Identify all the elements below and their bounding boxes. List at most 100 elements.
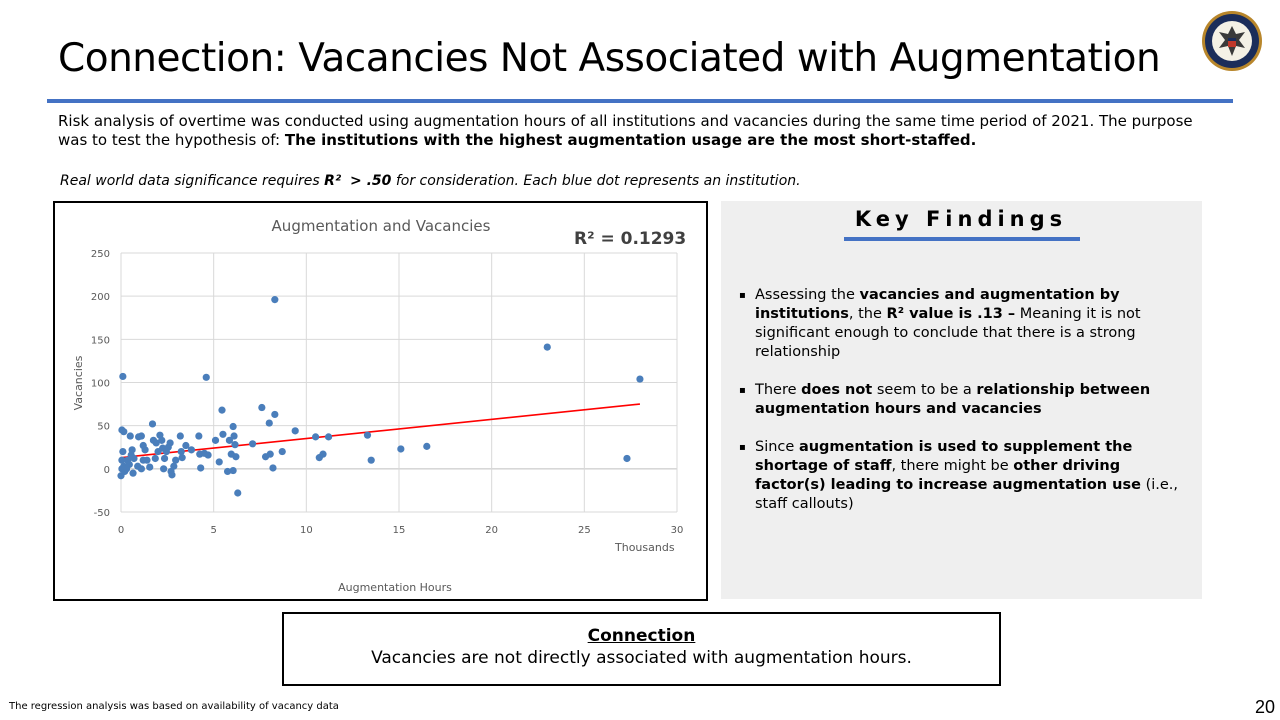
finding-text-segment: Assessing the (755, 287, 860, 303)
intro-text: Risk analysis of overtime was conducted … (58, 112, 1193, 149)
data-point (119, 372, 127, 381)
x-tick-label: 5 (210, 525, 216, 536)
data-point (278, 447, 286, 456)
note-prefix: Real world data significance requires (60, 173, 325, 189)
data-point (265, 419, 273, 427)
data-point (176, 432, 184, 440)
data-point (269, 464, 277, 472)
data-point (177, 447, 185, 456)
data-point (178, 454, 186, 462)
data-point (423, 442, 431, 450)
finding-text-segment: , there might be (891, 458, 1014, 474)
data-point (367, 456, 375, 464)
r2-annotation: R² = 0.1293 (574, 229, 686, 249)
key-finding-item: ▪ Assessing the vacancies and augmentatio… (739, 286, 1184, 362)
data-point (324, 433, 333, 441)
data-point (137, 432, 145, 440)
data-point (126, 432, 134, 440)
y-tick-label: 250 (91, 249, 110, 260)
x-axis-title: Augmentation Hours (338, 581, 452, 594)
data-point (160, 465, 168, 473)
data-point (225, 436, 234, 444)
key-findings-panel: Key Findings ▪ Assessing the vacancies an… (721, 201, 1202, 599)
data-point (158, 436, 166, 444)
data-point (187, 446, 196, 454)
data-point (137, 465, 145, 473)
connection-text: Vacancies are not directly associated wi… (371, 648, 912, 668)
key-findings-list: ▪ Assessing the vacancies and augmentatio… (739, 286, 1184, 533)
x-tick-label: 30 (671, 525, 684, 536)
data-point (218, 406, 226, 414)
finding-text-segment: does not (801, 382, 873, 398)
data-point (623, 454, 631, 463)
data-point (172, 456, 180, 464)
y-tick-label: 200 (91, 292, 110, 303)
footnote: The regression analysis was based on ava… (9, 701, 339, 712)
finding-text-segment: (i.e., staff callouts) (755, 477, 1179, 512)
intro-paragraph: Risk analysis of overtime was conducted … (58, 112, 1223, 150)
data-point (204, 451, 212, 459)
data-point (231, 441, 239, 449)
finding-text-segment: , the (848, 306, 887, 322)
key-finding-item: ▪ There does not seem to be a relationshi… (739, 381, 1184, 419)
data-point (219, 430, 227, 438)
bullet-icon: ▪ (739, 290, 746, 301)
data-point (223, 467, 232, 476)
scatter-chart-panel: -50 0 50 100 150 200 250 0 5 10 15 20 25 30 Augmentat… (53, 201, 708, 601)
data-point (146, 463, 154, 471)
data-point (397, 445, 405, 453)
data-point (258, 403, 266, 412)
x-tick-label: 15 (393, 525, 406, 536)
data-point (148, 420, 157, 428)
data-point (232, 453, 240, 461)
finding-text-segment: There (755, 382, 802, 398)
data-point (168, 471, 176, 479)
key-findings-title: Key Findings (854, 207, 1068, 231)
data-point (312, 433, 320, 441)
page-number: 20 (1255, 697, 1276, 717)
y-tick-label: 100 (91, 379, 110, 390)
bullet-icon: ▪ (739, 385, 746, 396)
data-point (271, 296, 279, 304)
finding-text-segment: augmentation is used to supplement the s… (755, 439, 1133, 474)
note-r2-label: R² (324, 173, 342, 189)
connection-title: Connection (587, 626, 696, 646)
data-point (129, 469, 137, 477)
data-point (202, 373, 210, 381)
data-point (160, 454, 169, 463)
data-point (170, 462, 178, 470)
y-tick-label: 0 (104, 465, 110, 476)
data-point (119, 447, 127, 456)
x-tick-label: 20 (485, 525, 498, 536)
data-point (197, 464, 205, 472)
finding-text-segment: seem to be a (872, 382, 977, 398)
hypothesis-text: The institutions with the highest augmen… (284, 131, 977, 149)
data-point (151, 454, 159, 463)
x-unit-label: Thousands (614, 541, 675, 554)
chart-title: Augmentation and Vacancies (272, 217, 491, 235)
connection-box: Connection Vacancies are not directly as… (282, 612, 1001, 686)
data-point (130, 454, 138, 463)
y-tick-label: -50 (94, 508, 110, 519)
note-threshold: > .50 (350, 173, 392, 189)
data-point (143, 456, 151, 464)
data-point (271, 410, 279, 419)
key-findings-underline (844, 237, 1080, 241)
significance-note: Real world data significance requires R²… (60, 173, 801, 189)
scatter-chart: -50 0 50 100 150 200 250 0 5 10 15 20 25 30 Augmentat… (72, 217, 686, 594)
data-point (211, 436, 220, 444)
data-point (636, 375, 644, 383)
trendline (120, 403, 641, 459)
finding-text-segment: other driving factor(s) leading to incre… (755, 458, 1141, 493)
data-point (291, 427, 299, 435)
data-point (118, 456, 126, 464)
data-point (363, 431, 372, 439)
data-point (141, 446, 149, 454)
finding-text-segment: Meaning it is not significant enough to … (755, 306, 1141, 360)
data-point (166, 439, 174, 447)
data-point (215, 458, 223, 466)
x-tick-label: 0 (118, 525, 124, 536)
data-point (182, 441, 190, 450)
data-point (543, 343, 551, 351)
note-suffix: for consideration. Each blue dot represe… (391, 173, 801, 189)
